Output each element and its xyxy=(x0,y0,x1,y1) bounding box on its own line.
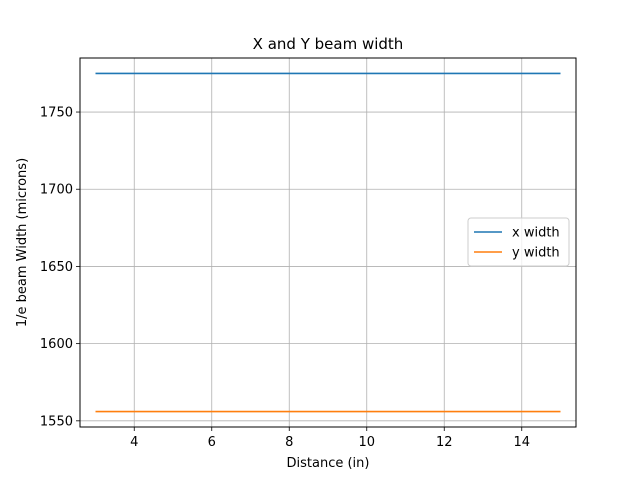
series-layer xyxy=(95,72,561,413)
y-tick-label: 1600 xyxy=(40,337,73,352)
x-tick-label: 6 xyxy=(208,435,216,450)
x-axis: 4 6 8 10 12 14 xyxy=(130,427,530,450)
x-tick-label: 10 xyxy=(358,435,375,450)
legend: x width y width xyxy=(467,217,570,267)
y-tick-label: 1550 xyxy=(40,414,73,429)
y-axis: 1550 1600 1650 1700 1750 xyxy=(40,106,80,429)
legend-label: x width xyxy=(512,226,560,241)
chart-title: X and Y beam width xyxy=(253,35,404,53)
legend-box xyxy=(467,217,570,267)
legend-label: y width xyxy=(512,246,560,261)
y-axis-label: 1/e beam Width (microns) xyxy=(15,158,30,327)
x-tick-label: 14 xyxy=(513,435,530,450)
x-axis-label: Distance (in) xyxy=(287,456,370,471)
y-tick-label: 1650 xyxy=(40,260,73,275)
y-tick-label: 1700 xyxy=(40,183,73,198)
x-tick-label: 8 xyxy=(285,435,293,450)
grid-lines xyxy=(80,58,576,427)
x-tick-label: 4 xyxy=(130,435,138,450)
y-tick-label: 1750 xyxy=(40,106,73,121)
plot-frame xyxy=(79,57,577,428)
x-tick-label: 12 xyxy=(436,435,453,450)
